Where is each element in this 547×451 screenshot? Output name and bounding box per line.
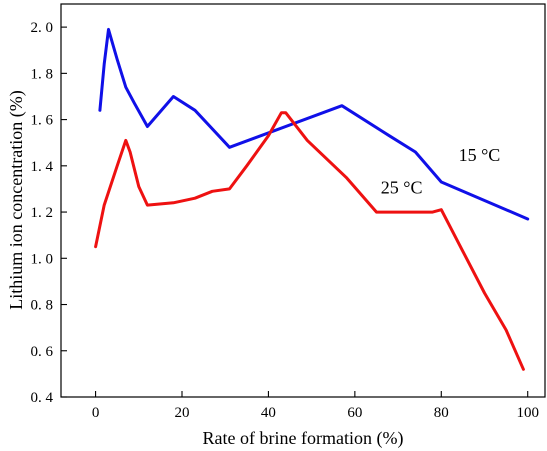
series-layer xyxy=(94,27,530,371)
x-tick-label: 60 xyxy=(347,405,362,421)
x-axis-ticks: 0 20 40 60 80 100 xyxy=(92,391,539,421)
y-tick-label: 0. 8 xyxy=(31,298,54,314)
y-tick-label: 2. 0 xyxy=(31,20,54,36)
series-label-0: 15 °C xyxy=(459,145,501,165)
y-tick-label: 1. 2 xyxy=(31,205,54,221)
plot-area xyxy=(60,3,546,398)
x-tick-label: 80 xyxy=(434,405,449,421)
y-tick-label: 0. 6 xyxy=(31,344,54,360)
x-tick-label: 100 xyxy=(516,405,539,421)
x-tick-label: 40 xyxy=(261,405,276,421)
series-line-1 xyxy=(94,111,525,371)
x-axis-label: Rate of brine formation (%) xyxy=(203,428,404,449)
y-tick-label: 1. 6 xyxy=(31,113,54,129)
x-tick-label: 20 xyxy=(175,405,190,421)
y-tick-label: 1. 8 xyxy=(31,66,54,82)
x-tick-label: 0 xyxy=(92,405,100,421)
y-axis-ticks: 0. 4 0. 6 0. 8 1. 0 1. 2 1. 4 1. 6 1. 8 2. 0 xyxy=(31,20,67,406)
y-tick-label: 1. 4 xyxy=(31,159,54,175)
annotation-layer: 15 °C 25 °C xyxy=(381,145,501,197)
y-tick-label: 0. 4 xyxy=(31,390,54,406)
series-label-1: 25 °C xyxy=(381,178,423,198)
y-axis-label: Lithium ion concentration (%) xyxy=(6,90,27,309)
series-line-0 xyxy=(98,27,530,221)
y-tick-label: 1. 0 xyxy=(31,251,54,267)
